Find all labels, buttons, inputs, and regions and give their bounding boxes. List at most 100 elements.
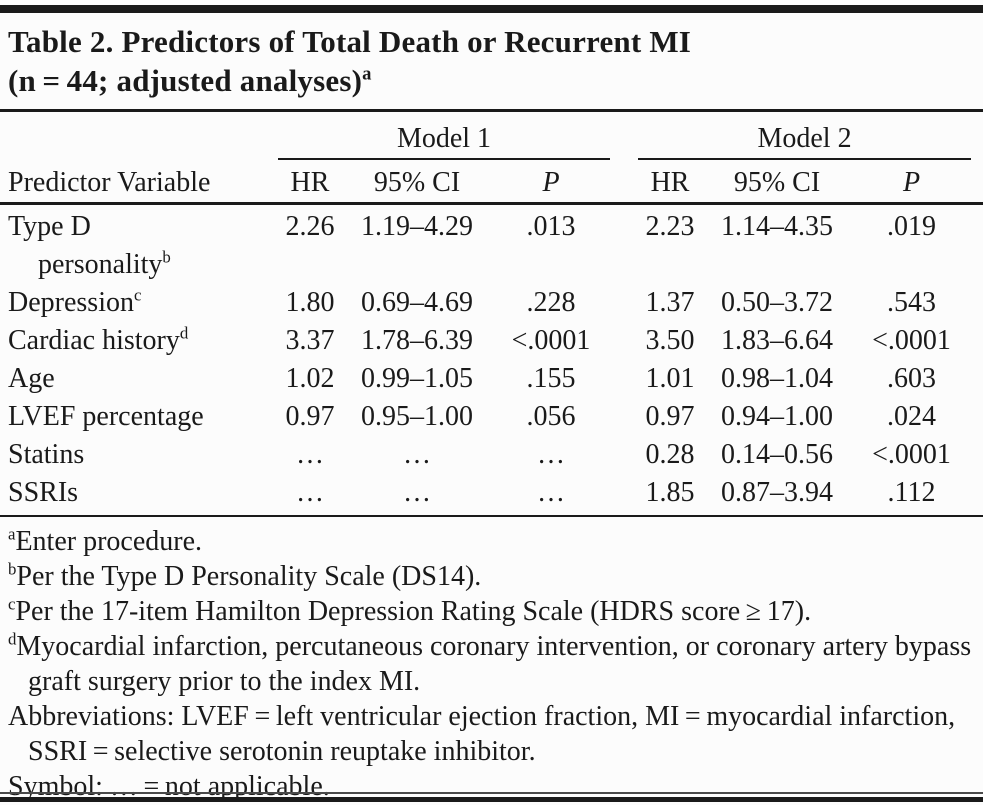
cell-p-m2: <.0001: [872, 325, 951, 356]
spanner-gap-cell: [610, 112, 638, 159]
cell-p-m2: .019: [887, 211, 937, 242]
cell-gap: [610, 322, 638, 360]
col-header-gap: [610, 159, 639, 205]
table-row-ssris: SSRIs … … … 1.85 0.87–3.94 .112: [0, 474, 983, 517]
cell-hr-m2: 0.97: [645, 401, 695, 432]
predictor-label: Statins: [8, 439, 85, 470]
cell-p-m1: …: [537, 439, 565, 470]
cell-ci-m2: 0.94–1.00: [721, 401, 834, 432]
footnote-marker-b: b: [162, 247, 171, 267]
cell-p-m1: .013: [526, 211, 576, 242]
bottom-thick-rule: [0, 797, 983, 802]
cell-gap: [610, 398, 638, 436]
cell-hr-m1: 3.37: [285, 325, 335, 356]
cell-p-m2: .543: [887, 287, 937, 318]
cell-edge: [971, 436, 983, 474]
cell-p-m2: .024: [887, 401, 937, 432]
title-footnote-marker: a: [362, 63, 372, 85]
cell-ci-m2: 0.98–1.04: [721, 363, 834, 394]
cell-gap: [610, 360, 638, 398]
footnote-abbreviations: Abbreviations: LVEF = left ventricular e…: [8, 701, 956, 767]
cell-ci-m1: 0.95–1.00: [361, 401, 473, 432]
cell-hr-m1: 1.80: [285, 287, 335, 318]
column-header-row: Predictor Variable HR 95% CI P HR 95% CI…: [0, 159, 983, 205]
predictor-label: SSRIs: [0, 474, 278, 517]
cell-hr-m2: 1.85: [638, 474, 703, 517]
cell-p-m1: <.0001: [511, 325, 591, 356]
footnote-c: cPer the 17-item Hamilton Depression Rat…: [8, 594, 812, 627]
cell-gap: [610, 474, 639, 517]
cell-p-m2: .112: [852, 474, 972, 517]
col-header-ci-m1: 95% CI: [342, 159, 492, 205]
cell-p-m1: .228: [526, 287, 576, 318]
cell-edge: [971, 322, 983, 360]
footnote-symbol: Symbol: … = not applicable.: [8, 771, 330, 802]
cell-gap: [610, 204, 638, 285]
cell-ci-m2: 0.50–3.72: [721, 287, 834, 318]
footnote-b: bPer the Type D Personality Scale (DS14)…: [8, 559, 482, 592]
table-title: Table 2. Predictors of Total Death or Re…: [0, 13, 983, 109]
cell-hr-m1: …: [296, 439, 324, 470]
bottom-rules: [0, 792, 983, 802]
table-footnotes: aEnter procedure. bPer the Type D Person…: [0, 517, 983, 804]
cell-ci-m1: 1.19–4.29: [361, 211, 473, 242]
col-header-p-m2: P: [852, 159, 972, 205]
cell-gap: [610, 436, 638, 474]
spanner-empty-cell: [0, 112, 278, 159]
model1-spanner: Model 1: [278, 112, 611, 160]
cell-ci-m2: 0.14–0.56: [721, 439, 834, 470]
table-row-lvef: LVEF percentage 0.97 0.95–1.00 .056 0.97…: [0, 398, 983, 436]
cell-ci-m1: 1.78–6.39: [361, 325, 473, 356]
cell-edge: [971, 360, 983, 398]
cell-hr-m1: 1.02: [285, 363, 335, 394]
col-header-p-m1: P: [492, 159, 611, 205]
col-header-hr-m2: HR: [638, 159, 703, 205]
table-row-depression: Depressionc 1.80 0.69–4.69 .228 1.37 0.5…: [0, 284, 983, 322]
cell-hr-m2: 1.01: [645, 363, 695, 394]
predictor-label: Depressionc: [8, 285, 142, 318]
predictor-label-line1: Type D: [8, 211, 91, 242]
title-bottom-rule: [0, 109, 983, 112]
predictor-label: Type D personalityb: [0, 204, 278, 285]
cell-ci-m1: 0.69–4.69: [361, 287, 473, 318]
table-row-age: Age 1.02 0.99–1.05 .155 1.01 0.98–1.04 .…: [0, 360, 983, 398]
footnote-d-marker: d: [8, 629, 17, 649]
footnote-marker-d: d: [179, 323, 189, 343]
predictors-table: Model 1 Model 2 Predictor Variable HR 95…: [0, 112, 983, 517]
cell-edge: [971, 284, 983, 322]
footnote-b-marker: b: [8, 559, 17, 579]
cell-hr-m2: 2.23: [645, 211, 695, 242]
bottom-thin-rule: [0, 792, 983, 794]
cell-hr-m1: …: [278, 474, 342, 517]
footnote-marker-c: c: [133, 285, 142, 305]
cell-edge: [971, 398, 983, 436]
cell-p-m2: .603: [887, 363, 937, 394]
cell-ci-m1: …: [403, 439, 431, 470]
spanner-edge-cell: [971, 112, 983, 159]
table-title-line1: Table 2. Predictors of Total Death or Re…: [8, 24, 692, 59]
cell-hr-m1: 2.26: [285, 211, 335, 242]
model2-spanner: Model 2: [638, 112, 972, 160]
cell-hr-m2: 3.50: [645, 325, 695, 356]
col-header-ci-m2: 95% CI: [702, 159, 853, 205]
table-row-cardiac-history: Cardiac historyd 3.37 1.78–6.39 <.0001 3…: [0, 322, 983, 360]
cell-ci-m2: 1.83–6.64: [721, 325, 834, 356]
table-row-type-d: Type D personalityb 2.26 1.19–4.29 .013 …: [0, 204, 983, 285]
cell-hr-m2: 1.37: [645, 287, 695, 318]
footnote-c-marker: c: [8, 594, 16, 614]
cell-ci-m1: …: [342, 474, 492, 517]
cell-ci-m1: 0.99–1.05: [361, 363, 473, 394]
col-header-hr-m1: HR: [278, 159, 342, 205]
cell-p-m1: …: [492, 474, 611, 517]
cell-hr-m1: 0.97: [285, 401, 335, 432]
cell-edge: [971, 204, 983, 285]
col-header-edge: [971, 159, 983, 205]
footnote-a-marker: a: [8, 524, 16, 544]
table-title-line2: (n = 44; adjusted analyses): [8, 63, 363, 98]
cell-p-m2: <.0001: [872, 439, 951, 470]
cell-ci-m2: 0.87–3.94: [702, 474, 853, 517]
top-thick-rule: [0, 5, 983, 13]
cell-p-m1: .155: [526, 363, 576, 394]
predictor-label: LVEF percentage: [8, 401, 204, 432]
